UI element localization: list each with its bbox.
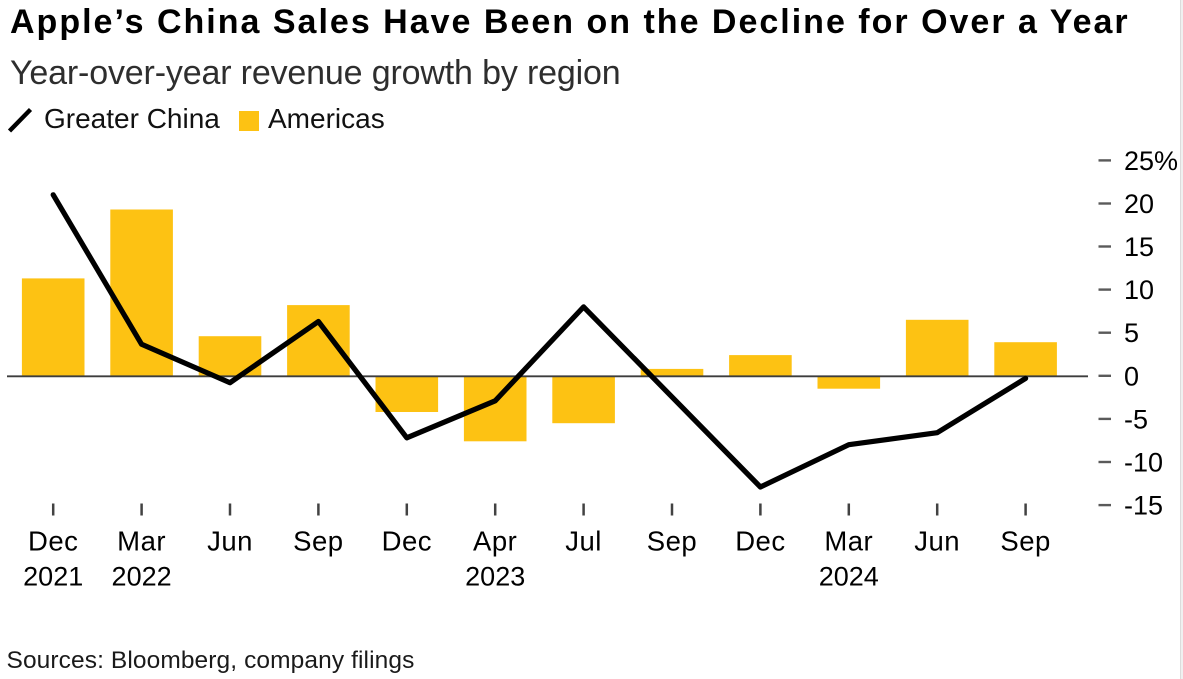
svg-text:2021: 2021 [23,561,83,591]
svg-text:25%: 25% [1124,146,1178,176]
svg-text:20: 20 [1124,189,1154,219]
svg-text:Sep: Sep [1000,526,1050,557]
svg-text:Jun: Jun [914,526,960,557]
svg-text:-5: -5 [1124,404,1148,434]
svg-text:Jun: Jun [207,526,253,557]
svg-text:Mar: Mar [117,526,166,557]
svg-text:Jul: Jul [565,526,602,557]
svg-text:0: 0 [1124,361,1139,391]
svg-text:-10: -10 [1124,448,1163,478]
svg-text:2024: 2024 [819,561,879,591]
svg-text:Dec: Dec [735,526,785,557]
svg-text:Mar: Mar [824,526,873,557]
svg-text:Apr: Apr [473,526,517,557]
svg-text:5: 5 [1124,318,1139,348]
svg-text:-15: -15 [1124,491,1163,521]
svg-text:10: 10 [1124,275,1154,305]
svg-text:Dec: Dec [28,526,78,557]
svg-text:2022: 2022 [112,561,172,591]
svg-text:Sep: Sep [293,526,343,557]
svg-text:2023: 2023 [465,561,525,591]
svg-text:Sep: Sep [647,526,697,557]
svg-text:Dec: Dec [382,526,432,557]
svg-text:15: 15 [1124,232,1154,262]
